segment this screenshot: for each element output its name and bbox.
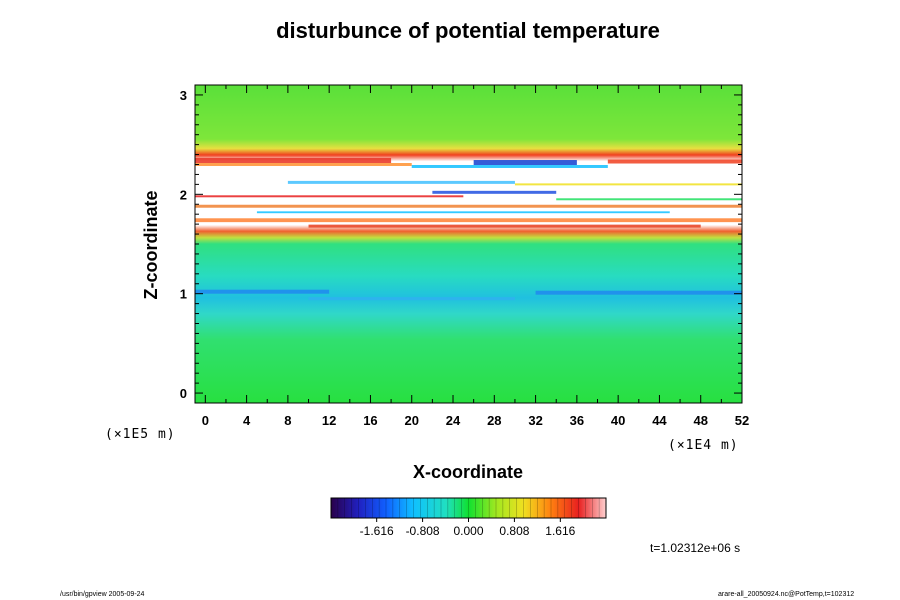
disturbance-band xyxy=(535,290,742,295)
y-tick-label: 2 xyxy=(180,187,187,202)
colorbar-tick-label: 1.616 xyxy=(545,524,575,538)
heatmap-field xyxy=(195,85,742,403)
disturbance-band xyxy=(514,183,742,186)
x-tick-label: 0 xyxy=(202,413,209,428)
saturation-stripe xyxy=(195,202,742,205)
disturbance-bands xyxy=(195,158,742,301)
footer-left-note: /usr/bin/gpview 2005-09-24 xyxy=(60,591,145,598)
x-axis-ticks: 0 4 8 12 16 20 24 28 32 36 40 44 48 52 xyxy=(202,85,749,428)
disturbance-band xyxy=(195,158,392,164)
saturation-stripe xyxy=(195,178,742,181)
disturbance-band xyxy=(473,160,577,165)
x-tick-label: 20 xyxy=(405,413,419,428)
colorbar-tick-label: 0.000 xyxy=(453,524,483,538)
x-tick-label: 28 xyxy=(487,413,501,428)
colorbar-tick-label: 0.808 xyxy=(499,524,529,538)
x-axis-label: X-coordinate xyxy=(413,462,523,482)
saturation-stripe xyxy=(195,188,742,191)
disturbance-band xyxy=(256,211,670,214)
plot-area xyxy=(195,85,742,403)
x-tick-label: 48 xyxy=(693,413,707,428)
x-tick-label: 40 xyxy=(611,413,625,428)
disturbance-band xyxy=(195,204,742,208)
colorbar-tick-label: -1.616 xyxy=(360,524,394,538)
x-tick-label: 32 xyxy=(528,413,542,428)
x-tick-label: 12 xyxy=(322,413,336,428)
x-tick-label: 36 xyxy=(570,413,584,428)
x-tick-label: 4 xyxy=(243,413,251,428)
x-tick-label: 16 xyxy=(363,413,377,428)
colorbar-ticks: -1.616 -0.808 0.000 0.808 1.616 xyxy=(337,498,600,538)
saturation-stripe xyxy=(195,172,742,175)
y-axis-ticks: 0 1 2 3 xyxy=(180,88,742,401)
y-tick-label: 1 xyxy=(180,287,187,302)
disturbance-band xyxy=(195,163,412,166)
saturation-stripe xyxy=(195,216,742,219)
disturbance-band xyxy=(411,164,608,168)
x-tick-label: 52 xyxy=(735,413,749,428)
saturation-stripe xyxy=(195,209,742,212)
x-tick-label: 24 xyxy=(446,413,461,428)
disturbance-band xyxy=(556,198,742,201)
x-tick-label: 8 xyxy=(284,413,291,428)
footer-right-note: arare-all_20050924.nc@PotTemp,t=102312 xyxy=(718,591,854,598)
x-axis-unit: (×1E4 m) xyxy=(668,438,739,453)
y-axis-unit: (×1E5 m) xyxy=(105,427,176,442)
disturbance-band xyxy=(308,224,701,228)
disturbance-band xyxy=(287,180,515,184)
chart-title: disturbunce of potential temperature xyxy=(276,18,660,43)
disturbance-band xyxy=(607,159,742,164)
y-tick-label: 3 xyxy=(180,88,187,103)
disturbance-band xyxy=(195,218,742,223)
disturbance-band xyxy=(432,190,557,194)
x-tick-label: 44 xyxy=(652,413,667,428)
disturbance-band xyxy=(308,297,515,301)
colorbar-tick-label: -0.808 xyxy=(406,524,440,538)
y-tick-label: 0 xyxy=(180,386,187,401)
disturbance-band xyxy=(195,195,464,198)
time-label: t=1.02312e+06 s xyxy=(650,541,740,555)
disturbance-band xyxy=(195,289,330,294)
y-axis-label: Z-coordinate xyxy=(141,190,161,299)
